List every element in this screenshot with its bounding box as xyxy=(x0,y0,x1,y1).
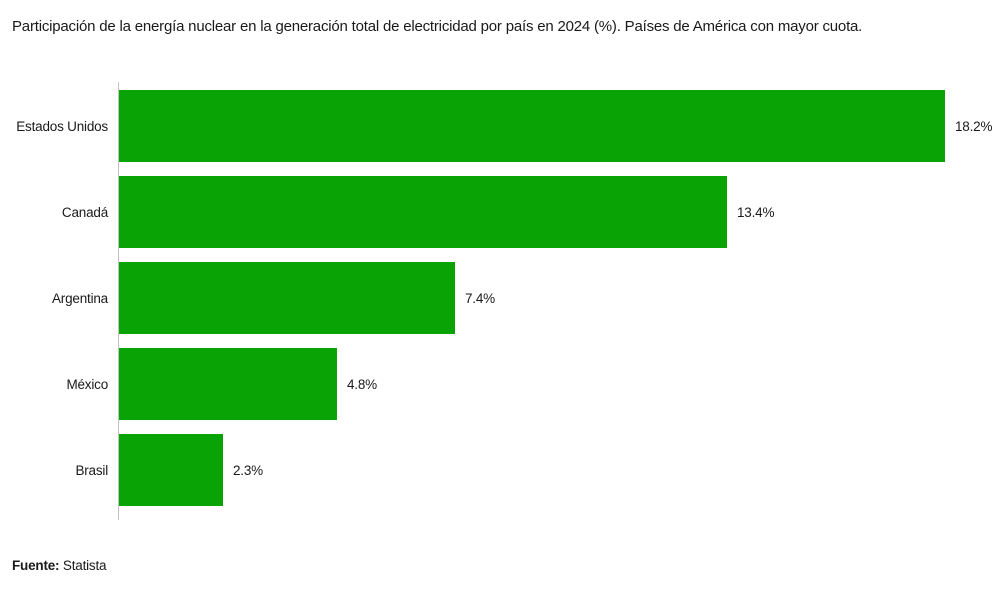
value-label: 13.4% xyxy=(737,204,775,220)
value-label: 4.8% xyxy=(347,376,377,392)
bar-row: México 4.8% xyxy=(0,348,1000,420)
chart-title: Participación de la energía nuclear en l… xyxy=(12,18,863,35)
bar-rows: Estados Unidos 18.2% Canadá 13.4% Argent… xyxy=(0,82,1000,506)
bar-chart: Estados Unidos 18.2% Canadá 13.4% Argent… xyxy=(0,82,1000,520)
bar-row: Canadá 13.4% xyxy=(0,176,1000,248)
bar xyxy=(119,434,223,506)
source-note: Fuente: Statista xyxy=(0,558,1000,573)
bar-area: 13.4% xyxy=(118,176,1000,248)
bar-area: 2.3% xyxy=(118,434,1000,506)
bar-area: 4.8% xyxy=(118,348,1000,420)
source-label: Fuente: xyxy=(12,558,60,573)
source-value: Statista xyxy=(62,558,107,573)
value-label: 7.4% xyxy=(465,290,495,306)
bar-area: 7.4% xyxy=(118,262,1000,334)
bar-row: Argentina 7.4% xyxy=(0,262,1000,334)
bar xyxy=(119,90,945,162)
category-label: Brasil xyxy=(75,462,108,478)
category-label: México xyxy=(66,376,108,392)
bar-area: 18.2% xyxy=(118,90,1000,162)
bar xyxy=(119,348,337,420)
bar xyxy=(119,176,727,248)
bar-row: Brasil 2.3% xyxy=(0,434,1000,506)
bar xyxy=(119,262,455,334)
value-label: 18.2% xyxy=(955,118,993,134)
y-axis-line xyxy=(118,82,119,520)
category-label: Estados Unidos xyxy=(16,118,108,134)
category-label: Argentina xyxy=(52,290,108,306)
category-label: Canadá xyxy=(61,204,108,220)
value-label: 2.3% xyxy=(233,462,263,478)
bar-row: Estados Unidos 18.2% xyxy=(0,90,1000,162)
